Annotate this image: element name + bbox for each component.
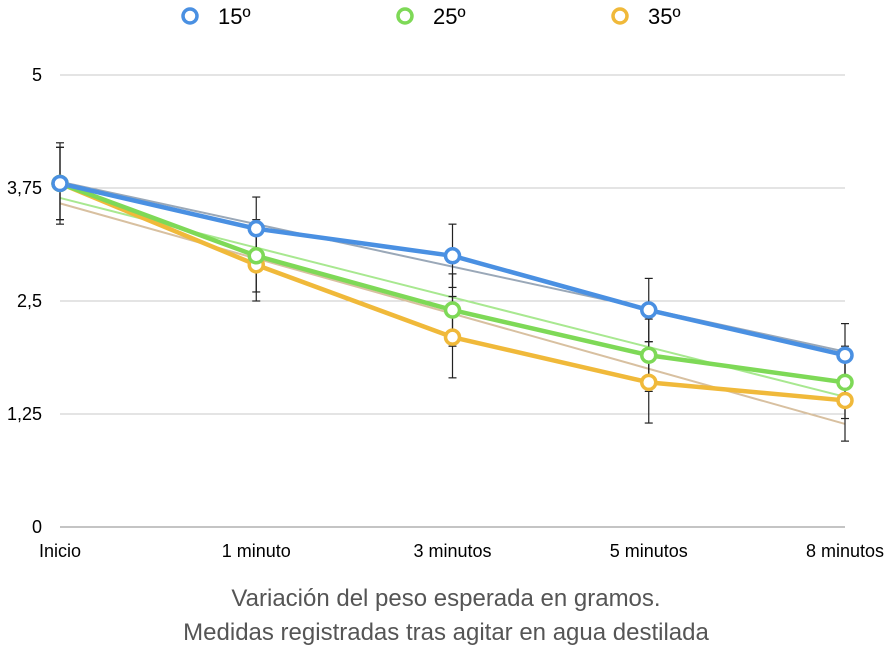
data-point bbox=[836, 391, 854, 410]
legend-marker bbox=[611, 7, 629, 25]
x-tick-label: Inicio bbox=[39, 541, 81, 561]
legend-marker bbox=[181, 7, 199, 25]
legend-label: 35º bbox=[648, 4, 681, 29]
data-point bbox=[51, 174, 69, 193]
caption-line-1: Variación del peso esperada en gramos. bbox=[231, 585, 660, 612]
legend-label: 25º bbox=[433, 4, 466, 29]
data-point bbox=[640, 373, 658, 392]
y-axis-ticks: 0 1,25 2,5 3,75 5 bbox=[7, 65, 42, 537]
data-point bbox=[443, 247, 462, 265]
data-point bbox=[640, 346, 658, 364]
caption-line-2: Medidas registradas tras agitar en agua … bbox=[183, 619, 709, 646]
y-tick-label: 1,25 bbox=[7, 404, 42, 424]
x-tick-label: 8 minutos bbox=[806, 541, 884, 561]
data-point bbox=[247, 247, 265, 265]
y-tick-label: 5 bbox=[32, 65, 42, 85]
legend-marker bbox=[396, 7, 414, 25]
x-tick-label: 5 minutos bbox=[610, 541, 688, 561]
data-point bbox=[836, 346, 854, 364]
data-point bbox=[443, 301, 462, 319]
y-tick-label: 2,5 bbox=[17, 291, 42, 311]
legend-label: 15º bbox=[218, 4, 251, 29]
x-axis-ticks: Inicio 1 minuto 3 minutos 5 minutos 8 minuto… bbox=[39, 541, 884, 561]
data-point bbox=[443, 328, 462, 346]
data-point bbox=[247, 219, 265, 238]
y-tick-label: 3,75 bbox=[7, 178, 42, 198]
x-tick-label: 3 minutos bbox=[413, 541, 491, 561]
data-points bbox=[51, 174, 854, 410]
legend: 15º 25º 35º bbox=[181, 4, 681, 29]
data-point bbox=[640, 301, 658, 319]
y-tick-label: 0 bbox=[32, 517, 42, 537]
x-tick-label: 1 minuto bbox=[222, 541, 291, 561]
data-point bbox=[836, 373, 854, 392]
